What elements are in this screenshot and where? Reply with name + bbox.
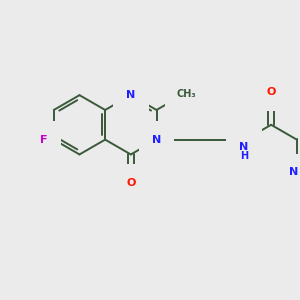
Text: N: N (152, 135, 161, 145)
Text: N: N (239, 142, 249, 152)
Text: N: N (126, 90, 136, 100)
Text: N: N (289, 167, 298, 177)
Text: F: F (40, 135, 47, 145)
Text: CH₃: CH₃ (177, 89, 196, 99)
Text: O: O (126, 178, 136, 188)
Text: O: O (266, 87, 276, 97)
Text: H: H (240, 151, 248, 161)
